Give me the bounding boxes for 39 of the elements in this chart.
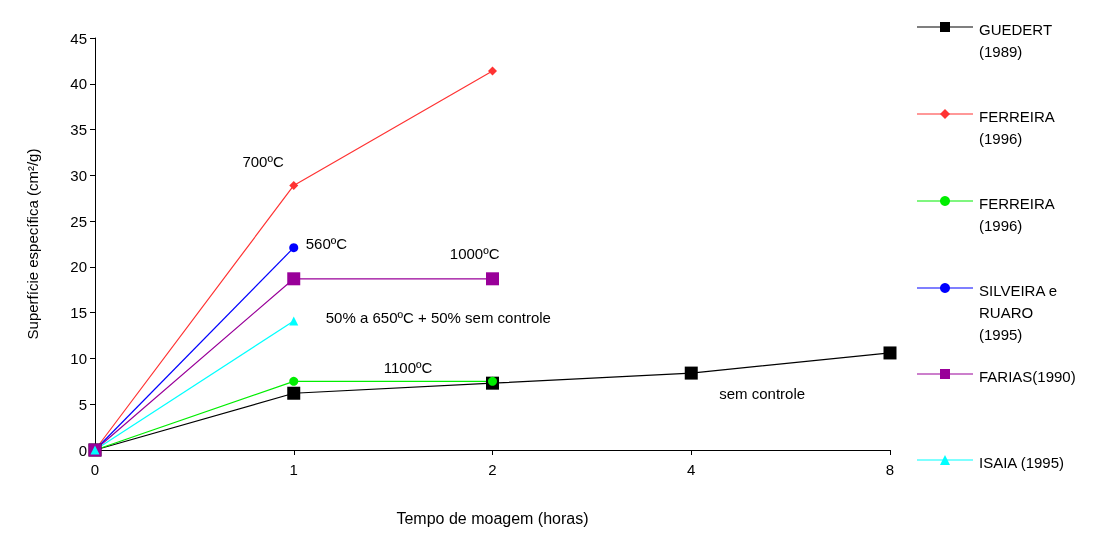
point bbox=[883, 346, 897, 360]
x-tick-label: 1 bbox=[289, 461, 298, 478]
y-tick-label: 25 bbox=[70, 212, 87, 230]
legend-label: SILVEIRA e RUARO (1995) bbox=[979, 281, 1058, 343]
x-tick-label: 4 bbox=[687, 461, 696, 478]
x-tick-label: 0 bbox=[90, 461, 100, 478]
annotation: 50% a 650ºC + 50% sem controle bbox=[325, 309, 551, 327]
annotation: 1100ºC bbox=[383, 358, 433, 376]
x-tick-label: 8 bbox=[885, 461, 895, 478]
point bbox=[289, 180, 299, 190]
point bbox=[684, 366, 698, 380]
point bbox=[287, 386, 301, 400]
point bbox=[289, 376, 299, 386]
point bbox=[486, 272, 499, 286]
x-axis-title: Tempo de moagem (horas) bbox=[396, 509, 589, 527]
y-tick-label: 0 bbox=[78, 441, 87, 459]
y-tick-label: 10 bbox=[70, 349, 87, 367]
y-axis-title: Superfície específica (cm²/g) bbox=[24, 148, 41, 340]
annotation: sem controle bbox=[719, 384, 806, 402]
legend-label: GUEDERT (1989) bbox=[979, 20, 1053, 60]
legend-label: ISAIA (1995) bbox=[979, 453, 1065, 471]
point bbox=[287, 272, 301, 286]
y-tick-label: 15 bbox=[70, 304, 87, 322]
y-tick-label: 5 bbox=[78, 395, 87, 413]
point bbox=[488, 66, 497, 76]
legend-label: FARIAS(1990) bbox=[979, 367, 1076, 385]
x-tick-label: 2 bbox=[488, 461, 497, 478]
y-tick-label: 40 bbox=[70, 75, 87, 93]
annotation: 700ºC bbox=[242, 152, 284, 170]
legend-label: FERREIRA (1996) bbox=[979, 107, 1055, 147]
annotation: 560ºC bbox=[305, 235, 348, 253]
y-tick-label: 35 bbox=[70, 121, 87, 139]
y-tick-label: 45 bbox=[70, 29, 87, 47]
y-tick-label: 30 bbox=[70, 166, 87, 184]
y-tick-label: 20 bbox=[70, 258, 87, 276]
annotation: 1000ºC bbox=[449, 245, 500, 263]
point bbox=[289, 243, 299, 253]
point bbox=[488, 376, 497, 386]
legend-label: FERREIRA (1996) bbox=[979, 194, 1055, 234]
